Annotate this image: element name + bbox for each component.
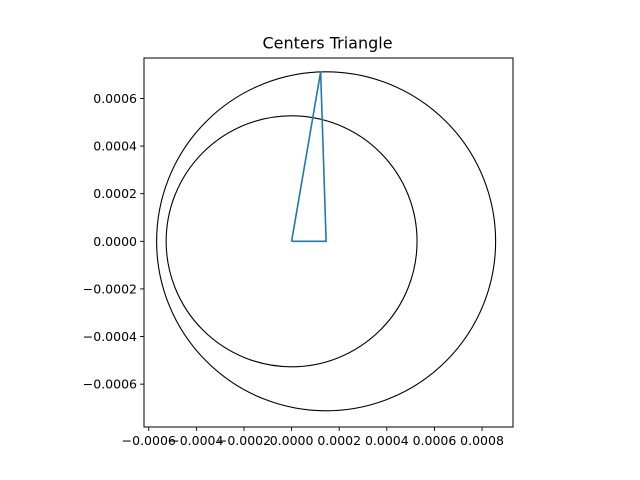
x-tick-label: 0.0006 [413,433,457,448]
y-tick-label: −0.0004 [83,329,137,344]
y-tick-label: 0.0000 [93,234,137,249]
y-tick-label: 0.0006 [93,91,137,106]
x-tick-label: 0.0002 [317,433,361,448]
y-tick-label: 0.0002 [93,186,137,201]
y-tick-label: −0.0002 [83,281,137,296]
x-tick-label: −0.0002 [217,433,271,448]
circle-0 [165,115,418,368]
y-tick-label: 0.0004 [93,139,137,154]
x-tick-label: 0.0000 [270,433,314,448]
x-tick-label: −0.0006 [122,433,176,448]
x-tick-label: −0.0004 [169,433,223,448]
x-tick-label: 0.0004 [365,433,409,448]
axes-frame [143,57,514,428]
y-axis: −0.0006 −0.0004 −0.0002 0.0000 0.0002 0.0004 0… [83,91,144,392]
plot-area [156,71,497,412]
y-tick-label: −0.0006 [83,377,137,392]
centers-triangle [290,71,327,243]
circle-1 [156,71,497,412]
x-tick-label: 0.0008 [460,433,504,448]
chart-title: Centers Triangle [262,34,392,53]
